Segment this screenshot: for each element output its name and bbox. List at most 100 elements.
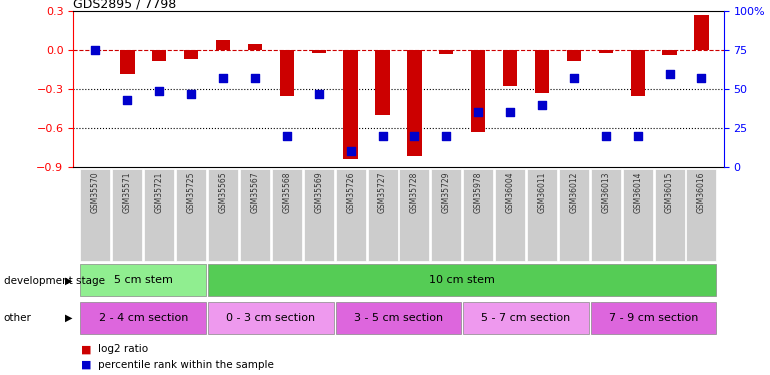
Text: 10 cm stem: 10 cm stem xyxy=(430,275,495,285)
Bar xyxy=(591,302,716,334)
Text: 7 - 9 cm section: 7 - 9 cm section xyxy=(609,313,698,323)
Point xyxy=(664,70,676,76)
Text: GDS2895 / 7798: GDS2895 / 7798 xyxy=(73,0,176,10)
Bar xyxy=(216,40,230,50)
Point xyxy=(408,133,420,139)
Bar xyxy=(248,44,262,50)
Bar xyxy=(431,169,461,261)
Point xyxy=(472,110,484,116)
Point xyxy=(121,97,133,103)
Text: percentile rank within the sample: percentile rank within the sample xyxy=(98,360,273,369)
Bar xyxy=(152,50,166,60)
Bar xyxy=(336,169,366,261)
Point xyxy=(440,133,453,139)
Text: 0 - 3 cm section: 0 - 3 cm section xyxy=(226,313,316,323)
Bar xyxy=(176,169,206,261)
Bar xyxy=(144,169,174,261)
Text: ■: ■ xyxy=(81,360,92,369)
Text: GSM36014: GSM36014 xyxy=(633,171,642,213)
Bar xyxy=(81,302,206,334)
Bar xyxy=(280,50,294,96)
Bar xyxy=(535,50,549,93)
Bar xyxy=(471,50,485,132)
Bar xyxy=(567,50,581,60)
Bar xyxy=(598,50,613,53)
Bar xyxy=(272,169,302,261)
Bar xyxy=(336,302,461,334)
Text: 2 - 4 cm section: 2 - 4 cm section xyxy=(99,313,188,323)
Bar xyxy=(495,169,525,261)
Text: GSM35726: GSM35726 xyxy=(346,171,355,213)
Point xyxy=(600,133,612,139)
Point xyxy=(89,47,102,53)
Text: GSM35721: GSM35721 xyxy=(155,171,164,213)
Bar xyxy=(81,264,206,296)
Bar xyxy=(112,169,142,261)
Text: GSM35567: GSM35567 xyxy=(250,171,259,213)
Bar xyxy=(184,50,199,59)
Bar xyxy=(375,50,390,115)
Bar xyxy=(312,50,326,53)
Point xyxy=(185,91,197,97)
Bar xyxy=(303,169,333,261)
Text: ▶: ▶ xyxy=(65,276,73,285)
Text: GSM35569: GSM35569 xyxy=(314,171,323,213)
Text: GSM36015: GSM36015 xyxy=(665,171,674,213)
Bar xyxy=(695,15,708,50)
Text: ▶: ▶ xyxy=(65,313,73,323)
Text: GSM35565: GSM35565 xyxy=(219,171,228,213)
Text: GSM35570: GSM35570 xyxy=(91,171,100,213)
Bar xyxy=(654,169,685,261)
Text: GSM35568: GSM35568 xyxy=(283,171,291,213)
Bar xyxy=(503,50,517,87)
Bar xyxy=(120,50,135,74)
Bar xyxy=(208,169,238,261)
Bar xyxy=(527,169,557,261)
Text: ■: ■ xyxy=(81,345,92,354)
Point xyxy=(313,91,325,97)
Bar xyxy=(208,302,333,334)
Bar xyxy=(464,169,494,261)
Bar xyxy=(631,50,644,96)
Text: 5 cm stem: 5 cm stem xyxy=(114,275,172,285)
Bar xyxy=(208,264,716,296)
Point xyxy=(281,133,293,139)
Bar xyxy=(407,50,422,156)
Text: GSM35571: GSM35571 xyxy=(123,171,132,213)
Text: GSM36016: GSM36016 xyxy=(697,171,706,213)
Text: 5 - 7 cm section: 5 - 7 cm section xyxy=(481,313,571,323)
Text: GSM36012: GSM36012 xyxy=(569,171,578,213)
Point xyxy=(536,102,548,108)
Bar xyxy=(559,169,589,261)
Text: other: other xyxy=(4,313,32,323)
Point xyxy=(567,75,580,81)
Bar xyxy=(623,169,653,261)
Point xyxy=(344,148,357,154)
Bar xyxy=(687,169,716,261)
Text: GSM36013: GSM36013 xyxy=(601,171,611,213)
Text: GSM35727: GSM35727 xyxy=(378,171,387,213)
Point xyxy=(153,88,166,94)
Text: GSM35978: GSM35978 xyxy=(474,171,483,213)
Bar xyxy=(662,50,677,55)
Bar xyxy=(367,169,397,261)
Text: development stage: development stage xyxy=(4,276,105,285)
Point xyxy=(504,110,516,116)
Bar xyxy=(439,50,454,54)
Bar xyxy=(464,302,589,334)
Point xyxy=(631,133,644,139)
Bar xyxy=(400,169,430,261)
Bar xyxy=(343,50,358,159)
Text: GSM36011: GSM36011 xyxy=(537,171,547,213)
Bar xyxy=(591,169,621,261)
Text: GSM36004: GSM36004 xyxy=(506,171,514,213)
Point xyxy=(249,75,261,81)
Text: GSM35729: GSM35729 xyxy=(442,171,450,213)
Text: GSM35725: GSM35725 xyxy=(186,171,196,213)
Point xyxy=(217,75,229,81)
Point xyxy=(377,133,389,139)
Text: log2 ratio: log2 ratio xyxy=(98,345,148,354)
Bar xyxy=(81,169,110,261)
Text: GSM35728: GSM35728 xyxy=(410,171,419,213)
Text: 3 - 5 cm section: 3 - 5 cm section xyxy=(354,313,443,323)
